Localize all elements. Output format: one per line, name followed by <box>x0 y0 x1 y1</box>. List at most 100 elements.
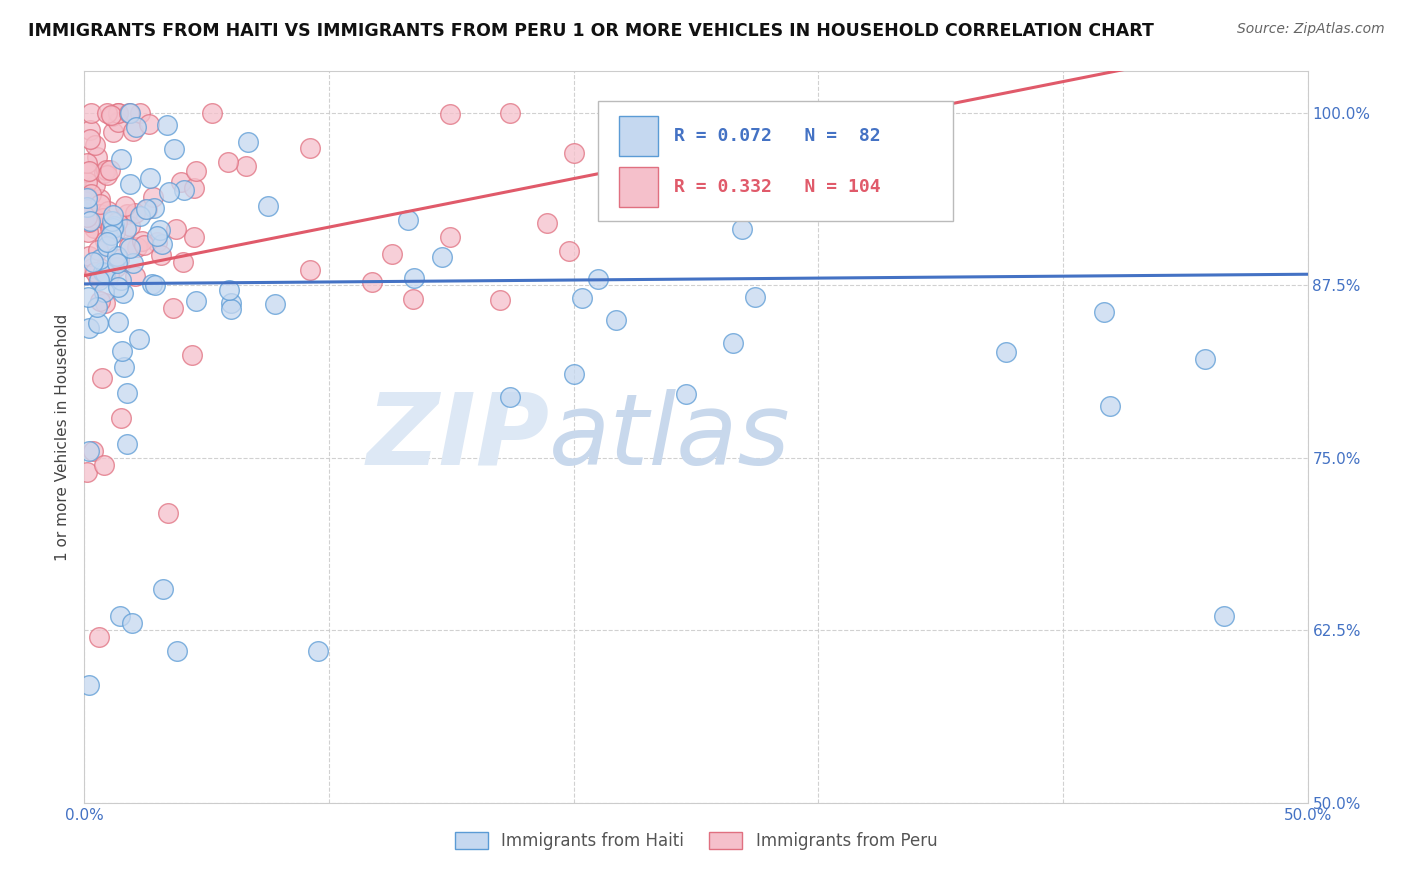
Point <box>125 240 148 254</box>
Point <box>76 175 98 189</box>
Point <box>76 164 98 178</box>
Point <box>307 644 329 658</box>
Point <box>756 188 779 202</box>
Point <box>86 150 108 164</box>
Point <box>142 190 165 204</box>
Point <box>104 260 127 274</box>
Point <box>77 215 100 229</box>
Point <box>136 202 159 216</box>
Point <box>76 191 98 205</box>
Point <box>180 348 202 362</box>
Point <box>98 221 121 235</box>
Point <box>217 154 239 169</box>
Point <box>157 185 180 199</box>
Point <box>107 115 129 129</box>
Point <box>100 227 122 242</box>
Point <box>236 135 259 149</box>
Point <box>183 230 205 244</box>
Point <box>141 277 163 291</box>
Point <box>107 280 129 294</box>
FancyBboxPatch shape <box>619 167 658 207</box>
Point <box>499 105 522 120</box>
Point <box>114 222 136 236</box>
Point <box>298 263 321 277</box>
Point <box>87 243 110 257</box>
Point <box>172 254 194 268</box>
Point <box>1213 609 1236 624</box>
Point <box>118 239 141 253</box>
Text: ZIP: ZIP <box>366 389 550 485</box>
Point <box>488 293 510 307</box>
Point <box>121 124 143 138</box>
Point <box>731 199 754 213</box>
Point <box>93 285 115 300</box>
Point <box>76 202 98 216</box>
Point <box>263 297 285 311</box>
Point <box>89 294 111 309</box>
Point <box>100 108 122 122</box>
Point <box>605 313 627 327</box>
Point <box>142 201 165 215</box>
Point <box>86 300 108 314</box>
Text: R = 0.332   N = 104: R = 0.332 N = 104 <box>673 178 880 196</box>
Point <box>79 123 101 137</box>
Point <box>87 630 110 644</box>
Text: IMMIGRANTS FROM HAITI VS IMMIGRANTS FROM PERU 1 OR MORE VEHICLES IN HOUSEHOLD CO: IMMIGRANTS FROM HAITI VS IMMIGRANTS FROM… <box>28 22 1154 40</box>
Point <box>107 105 129 120</box>
Point <box>166 644 188 658</box>
Point <box>184 164 207 178</box>
Point <box>101 109 124 123</box>
Point <box>77 443 100 458</box>
Point <box>183 181 205 195</box>
Point <box>82 260 104 275</box>
Point <box>108 609 131 624</box>
Point <box>82 255 104 269</box>
Point <box>110 272 132 286</box>
Point <box>93 165 115 179</box>
Point <box>79 163 101 178</box>
Point <box>744 148 766 162</box>
Point <box>87 270 110 285</box>
Point <box>101 221 124 235</box>
Point <box>87 316 110 330</box>
FancyBboxPatch shape <box>619 116 658 156</box>
Point <box>76 465 98 479</box>
Point <box>115 437 138 451</box>
Point <box>763 192 786 206</box>
Point <box>105 249 128 263</box>
Point <box>1099 399 1122 413</box>
Point <box>163 142 186 156</box>
Point <box>118 241 141 255</box>
Point <box>143 278 166 293</box>
Point <box>77 213 100 227</box>
Point <box>218 283 240 297</box>
Point <box>83 211 105 225</box>
Point <box>558 244 581 259</box>
Point <box>89 207 111 221</box>
Point <box>96 163 118 178</box>
Point <box>105 256 128 270</box>
Point <box>118 219 141 234</box>
Point <box>562 146 585 161</box>
Point <box>96 168 118 182</box>
Point <box>76 156 98 170</box>
Text: R = 0.072   N =  82: R = 0.072 N = 82 <box>673 127 880 145</box>
Point <box>101 213 124 227</box>
Point <box>77 320 100 334</box>
Point <box>91 370 114 384</box>
Point <box>381 247 404 261</box>
Point <box>131 234 153 248</box>
Point <box>396 213 419 227</box>
Point <box>162 301 184 315</box>
Point <box>124 268 146 283</box>
Point <box>76 190 98 204</box>
Y-axis label: 1 or more Vehicles in Household: 1 or more Vehicles in Household <box>55 313 70 561</box>
Point <box>499 390 522 404</box>
Point <box>100 220 122 235</box>
Point <box>1194 352 1216 367</box>
Point <box>118 105 141 120</box>
Point <box>89 193 111 207</box>
FancyBboxPatch shape <box>598 101 953 221</box>
Point <box>84 264 107 278</box>
Point <box>146 229 169 244</box>
